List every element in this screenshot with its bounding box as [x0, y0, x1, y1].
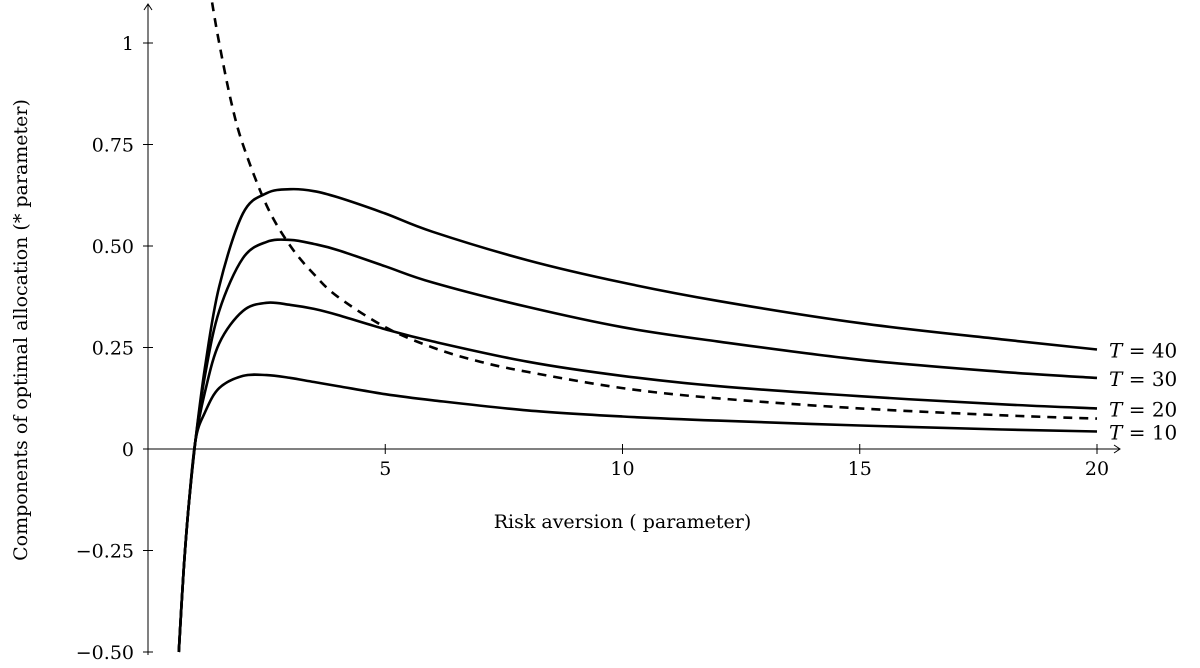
series-annotation: T = 40: [1109, 339, 1177, 363]
x-tick-label: 15: [848, 458, 872, 480]
x-axis-arrow: [1113, 444, 1121, 454]
series-annotation: T = 20: [1109, 397, 1177, 421]
series-annotation-var: T: [1109, 339, 1124, 363]
y-tick-label: 0.50: [92, 236, 134, 258]
series-annotation-value: = 10: [1122, 421, 1177, 445]
series-line-3: [177, 373, 1098, 653]
series-annotation-var: T: [1109, 421, 1124, 445]
x-tick-label: 20: [1085, 458, 1109, 480]
x-axis-label: Risk aversion ( parameter): [494, 511, 752, 533]
x-tick-label: 10: [610, 458, 634, 480]
series-line-0: [177, 187, 1098, 653]
y-tick-label: 1: [122, 33, 134, 55]
series-annotation: T = 10: [1109, 421, 1177, 445]
y-tick-label: 0.75: [92, 135, 134, 157]
x-ticks: 5 10 15 20: [379, 444, 1109, 480]
y-axis-label: Components of optimal allocation (* para…: [10, 99, 32, 561]
series-annotation-var: T: [1109, 367, 1124, 391]
y-tick-label: −0.50: [76, 642, 134, 664]
axes: [143, 3, 1121, 655]
series-annotation-value: = 20: [1122, 397, 1177, 421]
series-annotation-value: = 30: [1122, 367, 1177, 391]
series-line-2: [177, 301, 1098, 653]
series-line-1: [177, 238, 1098, 653]
series-annotation: T = 30: [1109, 367, 1177, 391]
series-annotation-var: T: [1109, 397, 1124, 421]
series-annotations: T = 40T = 30T = 20T = 10: [1109, 339, 1177, 445]
y-ticks: −0.50 −0.25 0 0.25 0.50 0.75 1: [76, 33, 153, 664]
series-line-dashed: [210, 2, 1098, 420]
x-tick-label: 5: [379, 458, 391, 480]
series-annotation-value: = 40: [1122, 339, 1177, 363]
y-tick-label: 0.25: [92, 338, 134, 360]
y-axis-arrow: [143, 3, 153, 11]
y-tick-label: 0: [122, 439, 134, 461]
series-lines: [177, 2, 1098, 653]
y-tick-label: −0.25: [76, 541, 134, 563]
